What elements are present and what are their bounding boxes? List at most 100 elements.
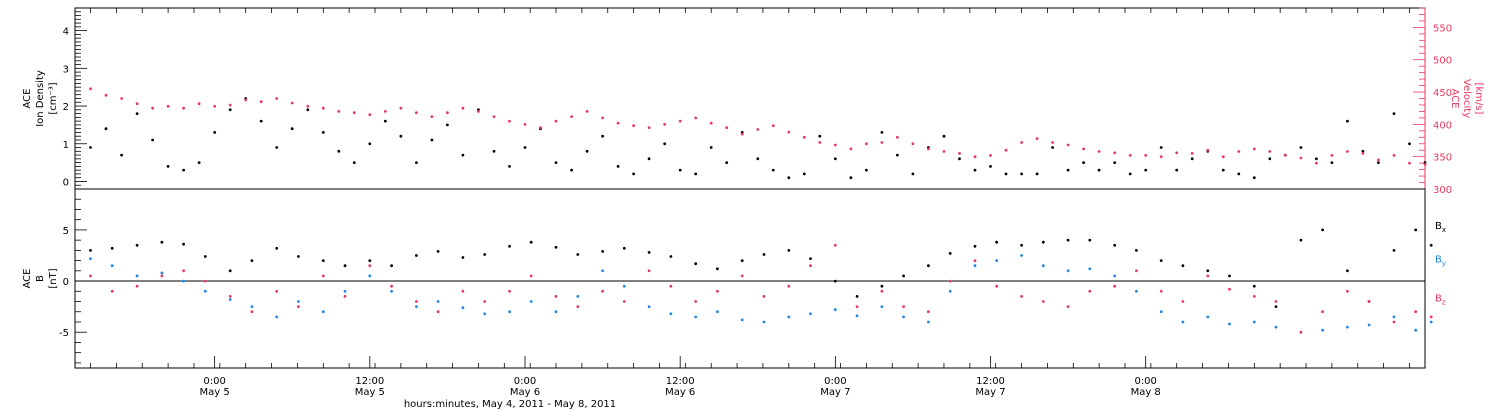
density-point-24 <box>461 153 465 157</box>
velocity-point-6 <box>182 106 186 110</box>
density-point-61 <box>1035 172 1039 176</box>
velocity-point-61 <box>1035 137 1039 141</box>
x-tick-date: May 5 <box>200 387 230 398</box>
density-point-81 <box>1346 119 1349 123</box>
bz-point-12 <box>368 264 372 268</box>
density-point-8 <box>213 131 217 134</box>
bx-point-37 <box>948 252 952 255</box>
velocity-point-52 <box>896 135 899 139</box>
bx-point-25 <box>669 255 673 258</box>
density-point-16 <box>337 149 341 153</box>
velocity-point-46 <box>802 135 806 139</box>
bx-point-44 <box>1113 243 1117 247</box>
density-point-45 <box>787 176 791 180</box>
density-point-13 <box>290 127 294 131</box>
bz-point-45 <box>1135 269 1138 273</box>
velocity-point-80 <box>1330 154 1334 157</box>
top-left-tick-label: 1 <box>63 140 69 151</box>
density-point-82 <box>1361 149 1365 153</box>
density-point-79 <box>1315 157 1318 161</box>
velocity-point-21 <box>415 111 418 115</box>
bz-point-56 <box>1392 320 1396 324</box>
velocity-point-36 <box>647 126 651 129</box>
by-point-11 <box>343 289 347 293</box>
bz-point-22 <box>601 289 604 293</box>
bx-point-1 <box>110 246 114 250</box>
velocity-point-39 <box>694 116 698 120</box>
density-point-32 <box>585 149 589 153</box>
velocity-point-60 <box>1020 141 1023 144</box>
velocity-point-7 <box>197 102 201 106</box>
bx-point-28 <box>740 259 744 262</box>
density-point-51 <box>880 131 884 134</box>
bx-point-56 <box>1392 249 1396 252</box>
bz-point-3 <box>160 274 164 278</box>
density-point-37 <box>663 142 667 146</box>
by-series <box>89 254 1433 334</box>
velocity-point-84 <box>1392 154 1396 157</box>
bz-point-40 <box>1020 295 1023 298</box>
bz-point-7 <box>250 310 254 314</box>
velocity-point-59 <box>1004 148 1008 152</box>
velocity-point-78 <box>1299 156 1303 160</box>
density-point-15 <box>321 131 325 134</box>
bx-point-20 <box>554 245 558 249</box>
by-point-43 <box>1088 267 1092 271</box>
bz-point-8 <box>275 289 279 293</box>
velocity-point-38 <box>678 119 682 123</box>
bz-point-10 <box>321 274 325 278</box>
velocity-point-56 <box>958 152 961 155</box>
density-point-68 <box>1144 168 1148 172</box>
bz-point-55 <box>1367 300 1371 303</box>
bz-point-32 <box>833 243 837 247</box>
bx-point-2 <box>135 243 139 247</box>
by-point-13 <box>390 289 393 293</box>
bx-point-3 <box>160 240 164 244</box>
density-point-27 <box>508 165 511 168</box>
velocity-point-70 <box>1175 151 1179 155</box>
velocity-point-13 <box>290 101 294 105</box>
velocity-point-45 <box>787 130 791 134</box>
velocity-point-2 <box>120 97 123 100</box>
velocity-point-51 <box>880 141 884 144</box>
by-point-17 <box>483 312 487 316</box>
velocity-point-76 <box>1268 150 1272 153</box>
by-point-8 <box>275 315 279 319</box>
bz-point-9 <box>297 305 300 308</box>
ion-density-series <box>89 97 1427 180</box>
density-point-23 <box>446 123 449 127</box>
velocity-point-42 <box>740 132 744 136</box>
top-right-axis-label: Velocity <box>1461 79 1472 118</box>
by-point-41 <box>1041 264 1045 268</box>
velocity-point-85 <box>1408 161 1411 165</box>
bx-point-18 <box>508 244 511 248</box>
by-point-12 <box>368 274 372 278</box>
density-point-9 <box>228 108 232 112</box>
legend-bz: Bz <box>1435 293 1446 306</box>
velocity-point-14 <box>306 104 310 108</box>
bx-point-15 <box>436 250 440 253</box>
bz-point-30 <box>787 284 791 288</box>
bx-point-24 <box>647 251 651 254</box>
density-point-6 <box>182 168 186 172</box>
velocity-point-12 <box>275 97 279 100</box>
bz-point-35 <box>902 305 905 308</box>
bx-point-0 <box>89 249 92 252</box>
bz-point-6 <box>228 295 232 298</box>
bz-point-44 <box>1113 284 1117 288</box>
bz-series <box>89 243 1433 334</box>
bz-point-46 <box>1159 289 1163 293</box>
velocity-point-58 <box>989 154 992 157</box>
bx-point-29 <box>762 253 766 256</box>
bx-point-17 <box>483 253 487 256</box>
bx-point-7 <box>250 259 254 262</box>
velocity-point-43 <box>756 128 760 131</box>
velocity-point-68 <box>1144 154 1148 157</box>
density-point-64 <box>1082 161 1085 165</box>
bx-point-48 <box>1206 269 1210 273</box>
velocity-point-64 <box>1082 147 1085 151</box>
bx-point-11 <box>343 264 347 268</box>
bx-point-31 <box>809 257 812 260</box>
density-point-56 <box>958 157 961 161</box>
velocity-point-26 <box>492 115 496 118</box>
